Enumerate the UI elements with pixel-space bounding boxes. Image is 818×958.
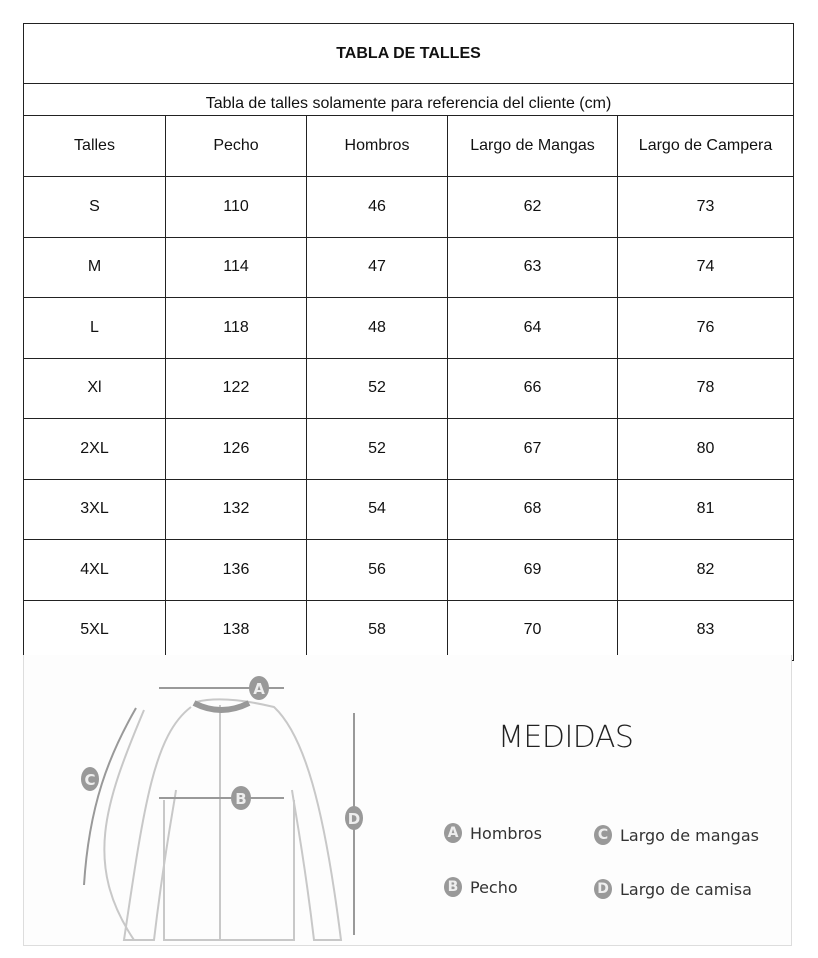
table-cell: M xyxy=(23,236,166,298)
jacket-illustration: A B C D xyxy=(81,676,363,941)
label-c-marker xyxy=(81,767,99,791)
legend-item-a: A Hombros xyxy=(444,823,542,843)
table-cell: 114 xyxy=(165,236,307,298)
table-subtitle: Tabla de talles solamente para referenci… xyxy=(22,83,795,116)
badge-icon: D xyxy=(594,879,612,899)
legend-item-c: C Largo de mangas xyxy=(594,825,759,845)
badge-icon: C xyxy=(594,825,612,845)
legend-label: Largo de mangas xyxy=(620,825,759,845)
table-cell: 69 xyxy=(447,539,618,601)
table-cell: 81 xyxy=(616,478,795,540)
table-cell: 56 xyxy=(306,539,448,601)
table-cell: 73 xyxy=(616,176,795,238)
table-cell: 122 xyxy=(165,357,307,419)
legend-item-b: B Pecho xyxy=(444,877,518,897)
table-cell: 5XL xyxy=(23,599,166,661)
table-cell: 76 xyxy=(616,297,795,359)
table-cell: 78 xyxy=(616,357,795,419)
label-d-marker xyxy=(345,806,363,830)
table-row: S 110 46 62 73 xyxy=(23,176,795,238)
table-row: 4XL 136 56 69 82 xyxy=(23,539,795,601)
table-cell: 66 xyxy=(447,357,618,419)
table-cell: 132 xyxy=(165,478,307,540)
header-row: Talles Pecho Hombros Largo de Mangas Largo d… xyxy=(23,115,795,177)
table-title: TABLA DE TALLES xyxy=(22,23,795,84)
table-cell: 52 xyxy=(306,357,448,419)
legend-item-d: D Largo de camisa xyxy=(594,879,752,899)
table-cell: 110 xyxy=(165,176,307,238)
table-cell: 68 xyxy=(447,478,618,540)
table-cell: 80 xyxy=(616,418,795,480)
table-cell: 46 xyxy=(306,176,448,238)
table-cell: 70 xyxy=(447,599,618,661)
table-cell: 3XL xyxy=(23,478,166,540)
table-row: 3XL 132 54 68 81 xyxy=(23,478,795,540)
table-cell: Xl xyxy=(23,357,166,419)
table-cell: 62 xyxy=(447,176,618,238)
table-cell: 54 xyxy=(306,478,448,540)
table-cell: 74 xyxy=(616,236,795,298)
table-cell: 82 xyxy=(616,539,795,601)
badge-icon: A xyxy=(444,823,462,843)
legend-label: Pecho xyxy=(470,877,518,897)
column-header: Largo de Campera xyxy=(616,115,795,177)
table-cell: 2XL xyxy=(23,418,166,480)
table-cell: 52 xyxy=(306,418,448,480)
table-cell: 48 xyxy=(306,297,448,359)
table-cell: 63 xyxy=(447,236,618,298)
label-a-marker xyxy=(249,676,269,700)
table-cell: 138 xyxy=(165,599,307,661)
column-header: Largo de Mangas xyxy=(447,115,618,177)
label-b: B xyxy=(235,790,246,808)
column-header: Pecho xyxy=(165,115,307,177)
label-d: D xyxy=(348,810,360,828)
label-a: A xyxy=(253,680,265,698)
table-cell: 83 xyxy=(616,599,795,661)
legend-label: Hombros xyxy=(470,823,542,843)
table-cell: 4XL xyxy=(23,539,166,601)
label-c: C xyxy=(84,771,95,789)
badge-icon: B xyxy=(444,877,462,897)
table-cell: 118 xyxy=(165,297,307,359)
column-header: Talles xyxy=(23,115,166,177)
table-cell: L xyxy=(23,297,166,359)
size-table: TABLA DE TALLES Tabla de talles solament… xyxy=(22,23,795,661)
table-cell: 136 xyxy=(165,539,307,601)
table-cell: 126 xyxy=(165,418,307,480)
table-cell: S xyxy=(23,176,166,238)
table-cell: 64 xyxy=(447,297,618,359)
column-header: Hombros xyxy=(306,115,448,177)
table-row: Xl 122 52 66 78 xyxy=(23,357,795,419)
label-b-marker xyxy=(231,786,251,810)
diagram-heading: MEDIDAS xyxy=(498,720,634,755)
table-cell: 47 xyxy=(306,236,448,298)
table-row: 2XL 126 52 67 80 xyxy=(23,418,795,480)
table-row: 5XL 138 58 70 83 xyxy=(23,599,795,661)
measurement-diagram: A B C D MEDIDAS A Hombros C Largo de manga… xyxy=(23,655,792,946)
table-row: L 118 48 64 76 xyxy=(23,297,795,359)
table-row: M 114 47 63 74 xyxy=(23,236,795,298)
table-cell: 67 xyxy=(447,418,618,480)
legend-label: Largo de camisa xyxy=(620,879,752,899)
table-cell: 58 xyxy=(306,599,448,661)
